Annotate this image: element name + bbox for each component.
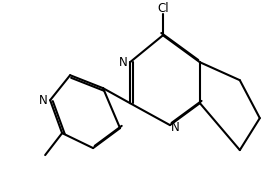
Text: N: N	[119, 56, 127, 69]
Text: N: N	[171, 121, 179, 134]
Text: N: N	[39, 94, 48, 107]
Text: Cl: Cl	[157, 2, 169, 15]
